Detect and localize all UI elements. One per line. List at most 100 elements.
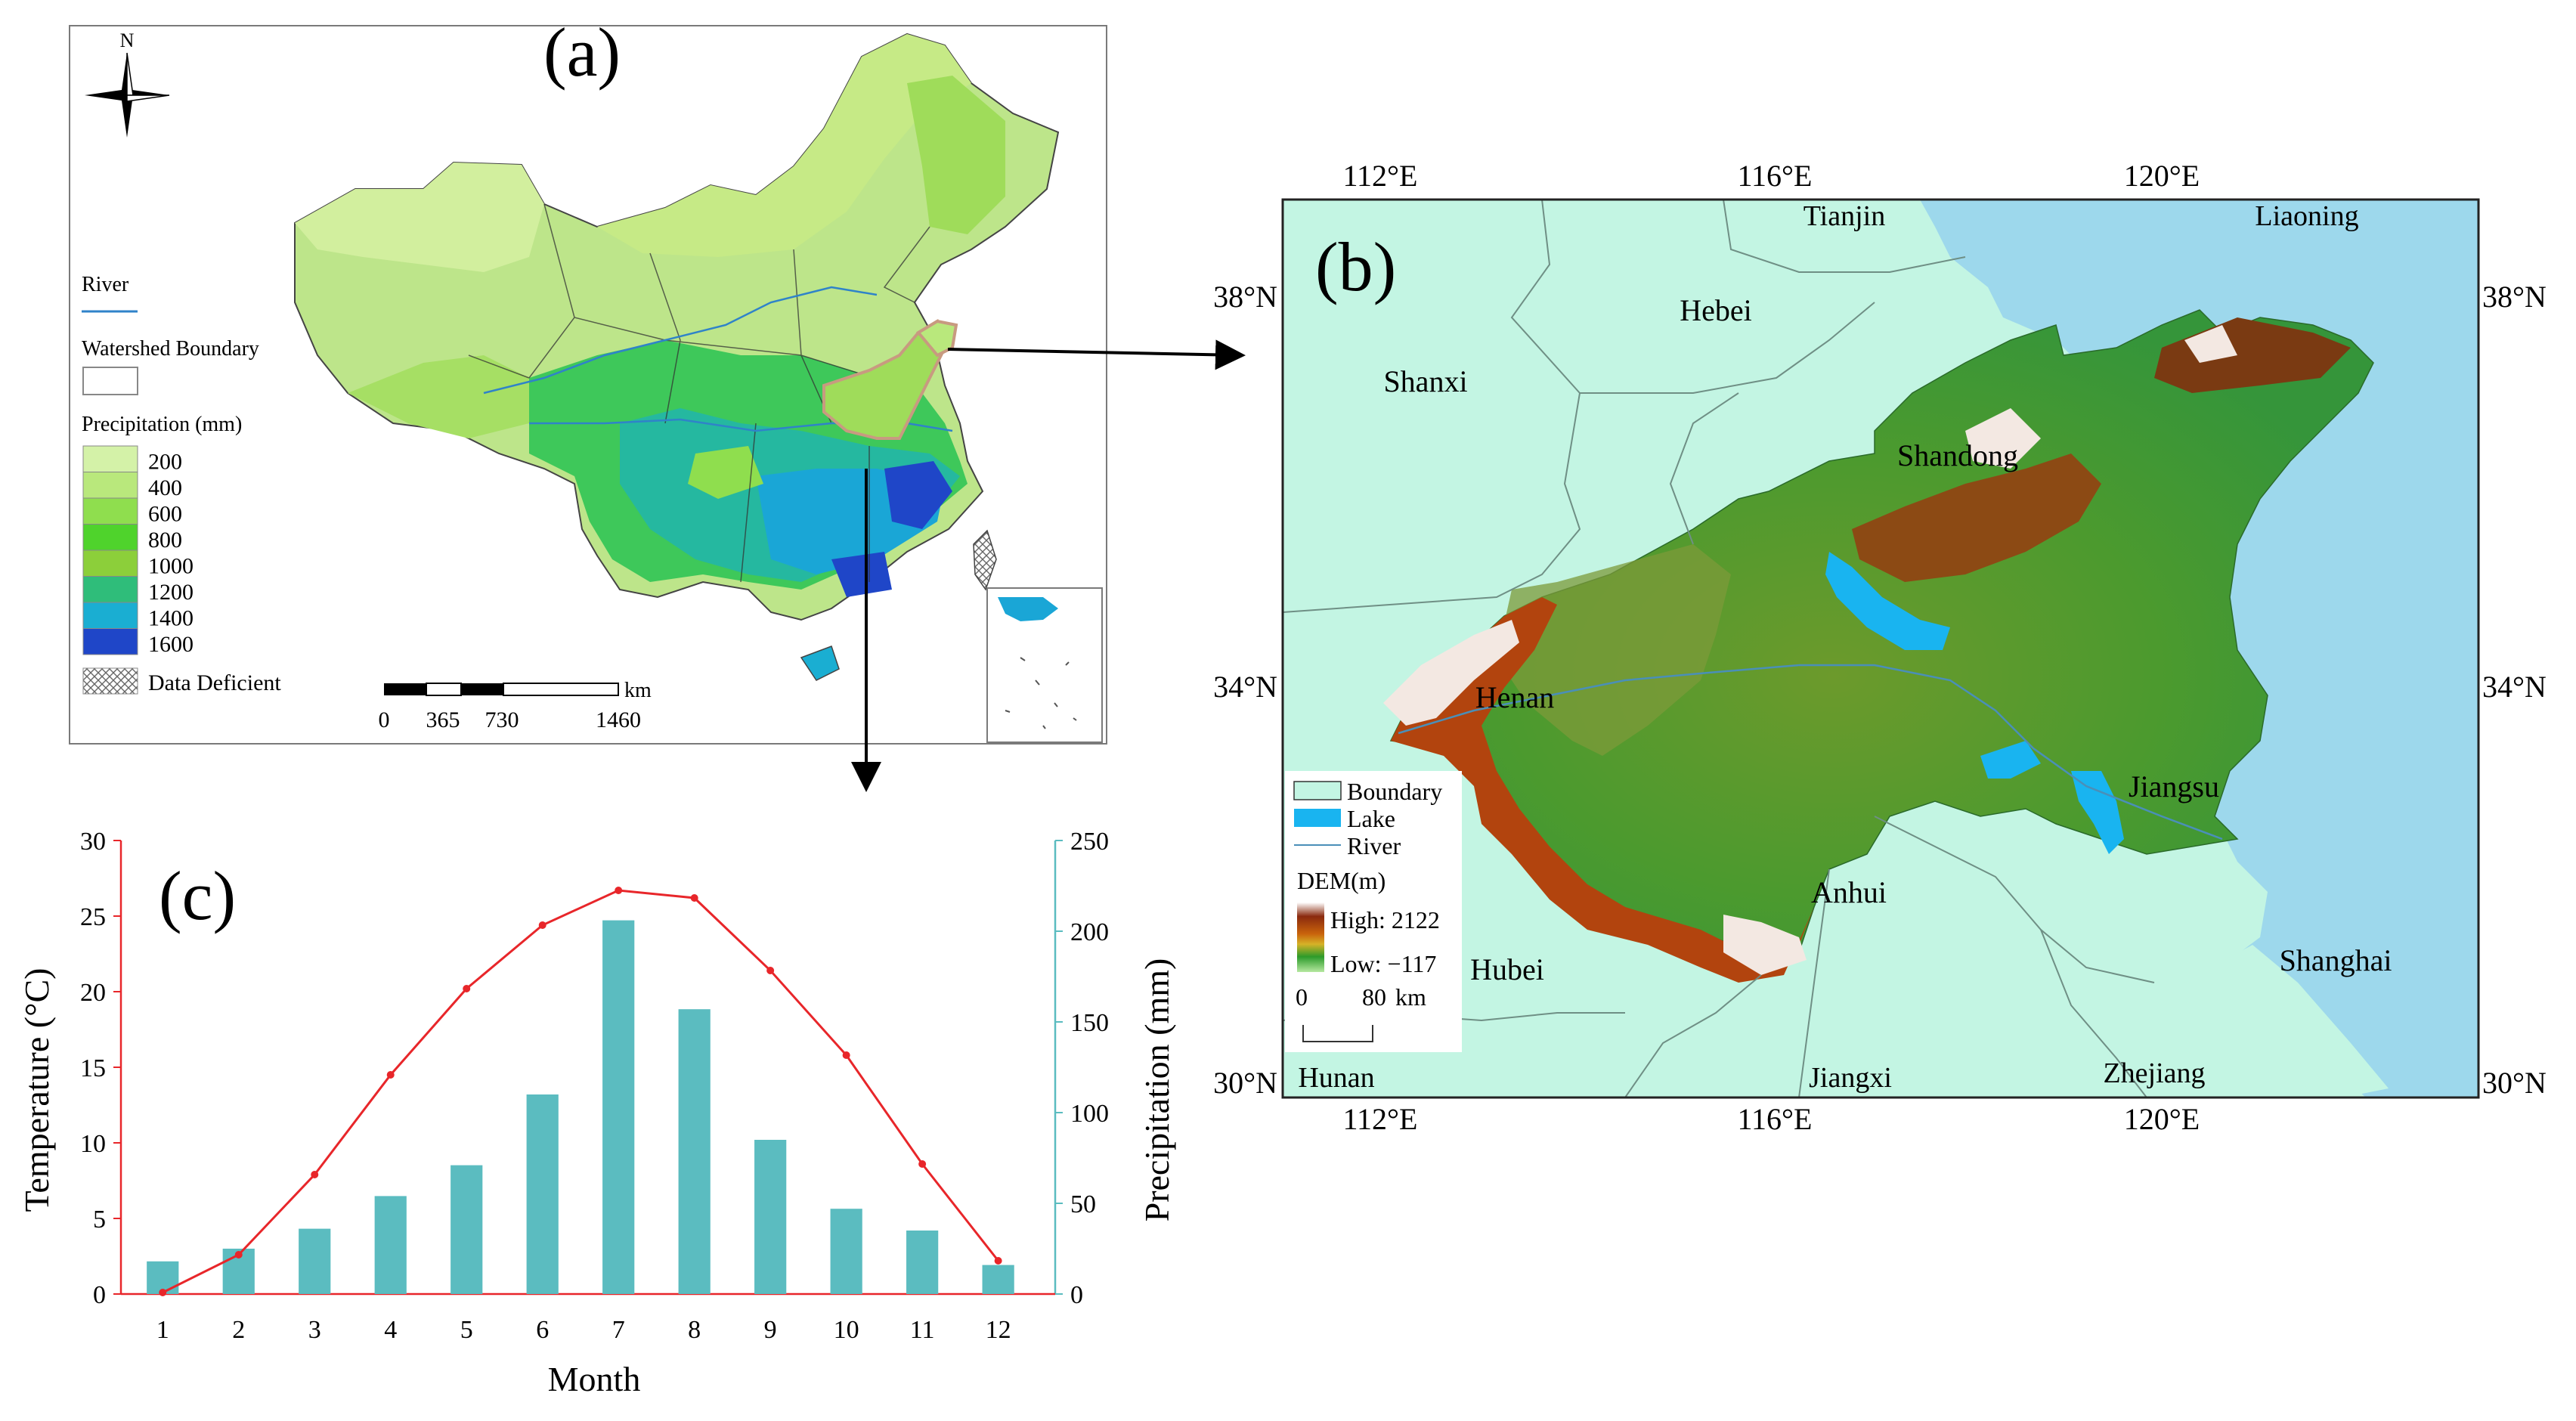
legend-precip-swatch-1000 xyxy=(82,550,138,577)
precip-bar xyxy=(147,1261,179,1294)
legend-watershed-swatch xyxy=(82,367,138,395)
dem-henan-peaks xyxy=(1383,620,1519,726)
temperature-point xyxy=(159,1289,167,1296)
y-left-tick-label: 30 xyxy=(80,828,106,856)
lat-right-38: 38°N xyxy=(2482,280,2547,314)
legend-precip-label-400: 400 xyxy=(148,475,182,500)
dem-henan-plain xyxy=(1497,544,1731,756)
panel-b-province-borders xyxy=(1283,200,2155,1097)
legend-precip-swatch-400 xyxy=(82,472,138,499)
legend-deficient-label: Data Deficient xyxy=(148,670,281,695)
lake-gaoyou xyxy=(2071,771,2124,854)
province-shanghai: Shanghai xyxy=(2280,943,2392,977)
province-zhejiang: Zhejiang xyxy=(2103,1057,2205,1089)
china-precip-map xyxy=(294,33,1060,681)
dem-laoshan-peaks xyxy=(2184,325,2237,363)
inset-islands xyxy=(1005,657,1077,729)
panel-a-label: (a) xyxy=(543,14,621,91)
arrow-to-panel-b xyxy=(947,339,1246,370)
temperature-point xyxy=(690,894,698,902)
y-right-tick-label: 150 xyxy=(1070,1009,1109,1037)
y-right-tick-label: 100 xyxy=(1070,1100,1109,1128)
y-left-tick-label: 25 xyxy=(80,903,106,931)
province-shandong: Shandong xyxy=(1897,438,2018,472)
x-tick-label: 5 xyxy=(460,1316,473,1344)
legend-b-scale-0: 0 xyxy=(1296,983,1308,1011)
legend-lake-label: Lake xyxy=(1347,805,1395,832)
x-tick-label: 6 xyxy=(536,1316,549,1344)
x-tick-label: 10 xyxy=(834,1316,859,1344)
dem-taishan-peaks xyxy=(1965,408,2041,469)
y-left-tick-label: 15 xyxy=(80,1054,106,1082)
legend-precip-swatch-1200 xyxy=(82,576,138,603)
legend-b-scale-unit: km xyxy=(1395,983,1426,1011)
province-hebei: Hebei xyxy=(1680,293,1752,327)
legend-boundary-swatch xyxy=(1293,781,1342,800)
lon-bottom-116: 116°E xyxy=(1738,1102,1813,1136)
x-tick-label: 4 xyxy=(384,1316,397,1344)
x-tick-label: 2 xyxy=(232,1316,245,1344)
x-tick-label: 3 xyxy=(308,1316,321,1344)
legend-precip-label-1000: 1000 xyxy=(148,554,194,579)
precip-bar xyxy=(374,1196,407,1294)
north-letter: N xyxy=(120,29,135,51)
x-tick-label: 9 xyxy=(764,1316,777,1344)
panel-b-river-line xyxy=(1398,664,2223,841)
legend-precip-swatch-1400 xyxy=(82,602,138,629)
y-left-tick-label: 20 xyxy=(80,979,106,1007)
province-shanxi: Shanxi xyxy=(1383,364,1467,398)
lat-right-30: 30°N xyxy=(2482,1066,2547,1100)
y-left-tick-label: 0 xyxy=(93,1281,106,1309)
precipitation-bars xyxy=(147,920,1014,1294)
legend-precip-swatch-600 xyxy=(82,497,138,525)
panel-c-label: (c) xyxy=(159,857,236,934)
lake-hongze xyxy=(1980,741,2041,779)
inset-coast xyxy=(998,597,1058,621)
y-left-tick-label: 10 xyxy=(80,1130,106,1158)
y-right-tick-label: 50 xyxy=(1070,1190,1096,1218)
temperature-point xyxy=(615,887,623,894)
dem-dabie-peaks xyxy=(1723,915,1807,975)
province-hunan: Hunan xyxy=(1298,1062,1374,1094)
legend-deficient-swatch xyxy=(82,667,138,695)
x-tick-label: 8 xyxy=(688,1316,701,1344)
legend-dem-ramp xyxy=(1297,902,1324,972)
temperature-point xyxy=(994,1257,1002,1265)
temperature-point xyxy=(538,921,546,929)
precip-bar xyxy=(754,1140,787,1294)
legend-boundary-label: Boundary xyxy=(1347,778,1442,805)
lon-bottom-112: 112°E xyxy=(1343,1102,1418,1136)
dem-shandong-mountains xyxy=(1852,454,2101,582)
legend-precip-label-1200: 1200 xyxy=(148,580,194,605)
scale-unit: km xyxy=(624,679,652,702)
temperature-point xyxy=(463,985,471,992)
y-left-tick-label: 5 xyxy=(93,1206,106,1234)
precip-bar xyxy=(450,1165,483,1294)
legend-dem-low: Low: −117 xyxy=(1330,950,1436,977)
legend-precip-swatch-1600 xyxy=(82,628,138,655)
panel-b-legend: Boundary Lake River DEM(m) High: 2122 Lo… xyxy=(1285,771,1462,1052)
legend-river-label: River xyxy=(82,273,129,296)
y-right-tick-label: 200 xyxy=(1070,918,1109,946)
scale-tick-0: 0 xyxy=(379,707,390,732)
panel-a-legend: River Watershed Boundary Precipitation (… xyxy=(82,273,281,695)
lat-left-34: 34°N xyxy=(1213,670,1277,704)
legend-watershed-label: Watershed Boundary xyxy=(82,337,259,361)
lon-top-116: 116°E xyxy=(1738,159,1813,193)
legend-precip-label-600: 600 xyxy=(148,502,182,527)
province-hubei: Hubei xyxy=(1470,952,1544,986)
panel-a: (a) N xyxy=(69,14,1246,792)
province-jiangxi: Jiangxi xyxy=(1809,1062,1892,1094)
legend-b-river-label: River xyxy=(1347,832,1401,859)
precip-bar xyxy=(299,1228,331,1294)
precip-bar xyxy=(906,1231,939,1294)
y-right-tick-label: 250 xyxy=(1070,828,1109,856)
temperature-point xyxy=(766,967,775,974)
temperature-point xyxy=(842,1051,850,1059)
province-tianjin: Tianjin xyxy=(1804,200,1885,232)
panel-b-shanghai-land xyxy=(2169,945,2389,1097)
legend-precip-label-800: 800 xyxy=(148,528,182,553)
